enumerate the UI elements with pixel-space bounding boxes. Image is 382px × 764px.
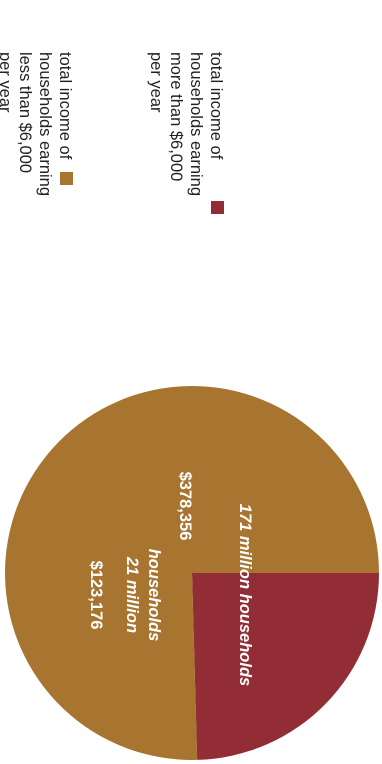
slice-labels: $123,176 21 million households $378,356 … <box>87 472 254 687</box>
legend-less-line-3: less than $6,000 <box>16 52 34 173</box>
legend-more-line-1: total income of <box>207 52 225 160</box>
label-households-more-1: 21 million <box>123 556 141 633</box>
label-households-more-2: households <box>145 549 163 642</box>
legend-text-less: total income of households earning less … <box>0 52 74 201</box>
legend-more-line-4: per year <box>147 52 165 113</box>
label-amount-more: $123,176 <box>87 561 105 630</box>
legend-more-line-3: more than $6,000 <box>167 52 185 181</box>
legend-less-line-2: households earning <box>36 52 54 196</box>
legend-swatch-less <box>60 172 73 185</box>
label-households-less: 171 million households <box>236 504 254 686</box>
legend-text-more: total income of households earning more … <box>147 52 225 201</box>
legend-item-less: total income of households earning less … <box>0 52 74 201</box>
legend-more-line-2: households earning <box>187 52 205 196</box>
pie-slice-more-than-6000 <box>192 573 379 760</box>
legend-less-line-1: total income of <box>56 52 74 160</box>
legend-less-line-4: per year <box>0 52 14 113</box>
label-amount-less: $378,356 <box>176 472 194 541</box>
legend-swatch-more <box>211 201 224 214</box>
legend-item-more: total income of households earning more … <box>147 52 225 214</box>
legend: total income of households earning less … <box>0 52 225 214</box>
pie-slice-less-than-6000 <box>5 386 379 760</box>
